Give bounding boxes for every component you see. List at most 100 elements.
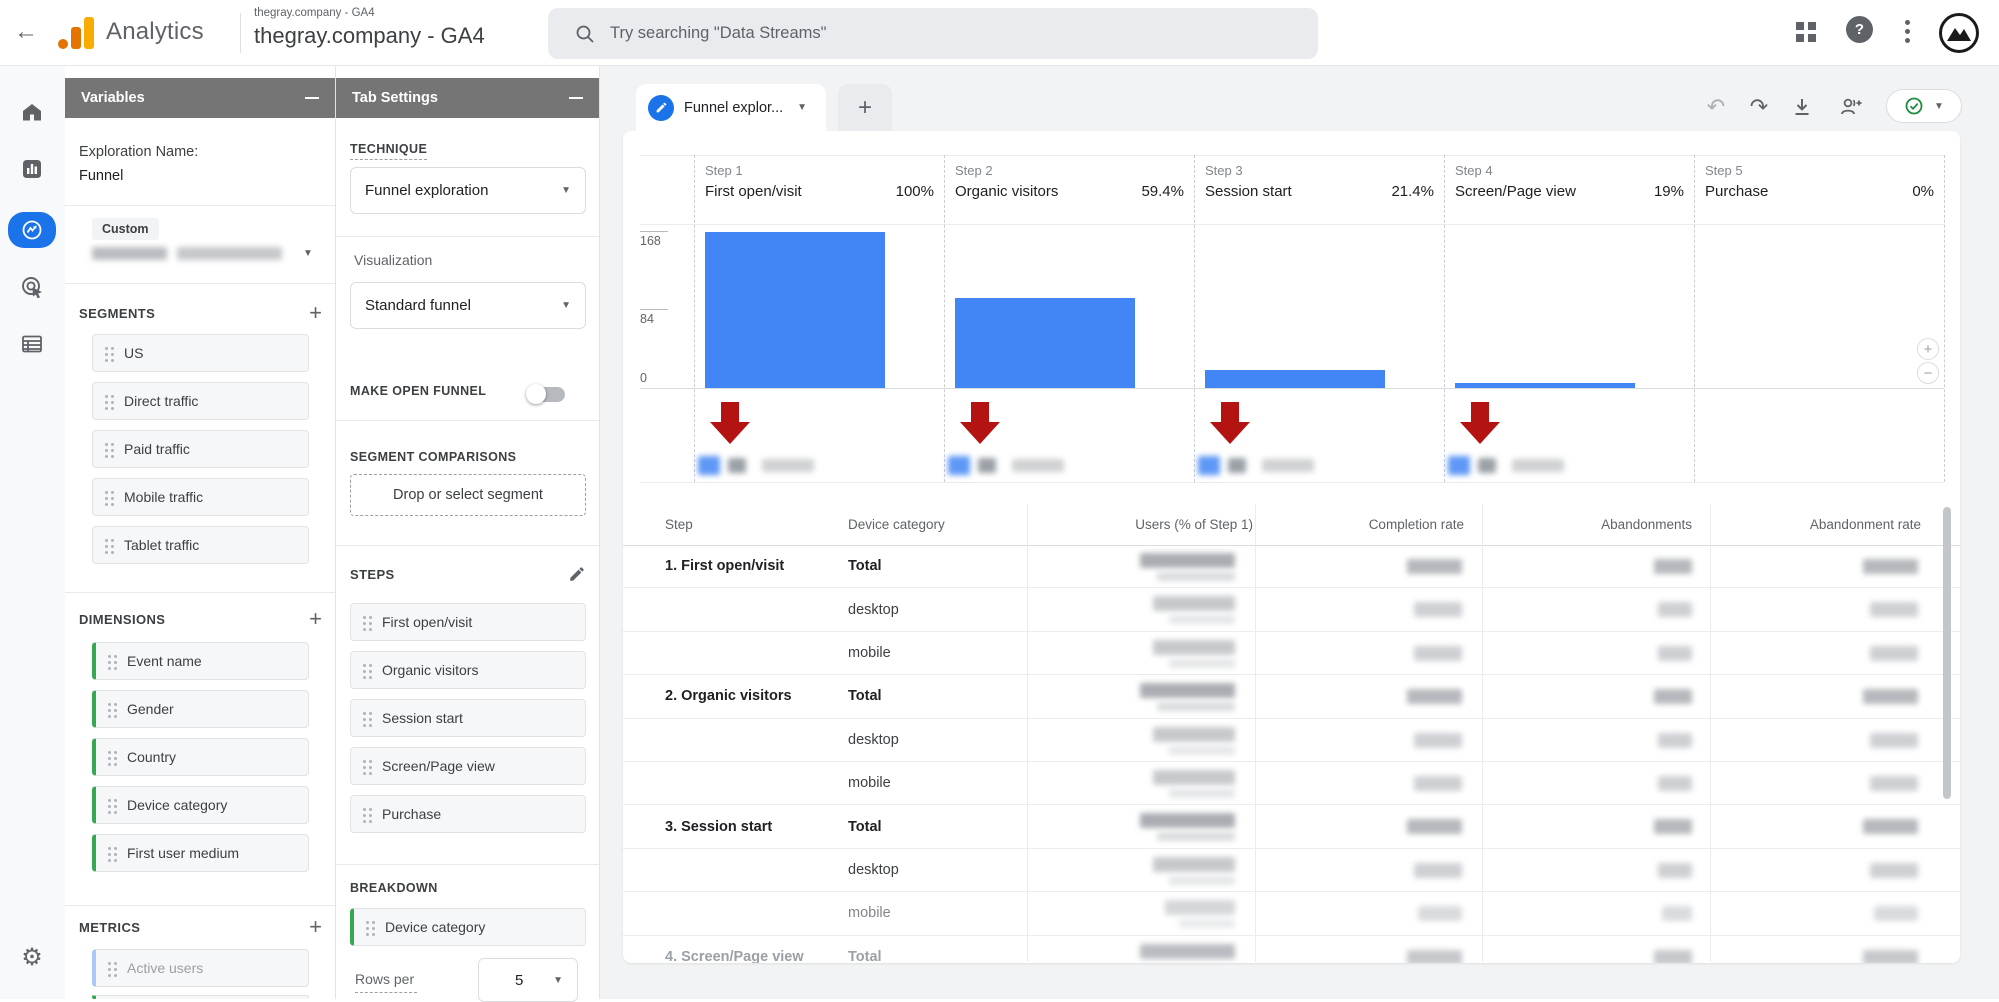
funnel-step-column-2[interactable]: Step 2 Organic visitors 59.4%: [944, 155, 1194, 482]
chevron-down-icon[interactable]: ▼: [797, 102, 808, 113]
drag-handle-icon[interactable]: [108, 798, 111, 802]
drag-handle-icon[interactable]: [105, 538, 108, 542]
visualization-select[interactable]: Standard funnel ▼: [350, 282, 586, 329]
chevron-down-icon[interactable]: ▼: [303, 248, 313, 259]
table-row[interactable]: desktop: [623, 849, 1960, 893]
drag-handle-icon[interactable]: [105, 394, 108, 398]
open-funnel-toggle[interactable]: [526, 384, 565, 404]
col-header-step[interactable]: Step: [665, 517, 693, 532]
col-header-users[interactable]: Users (% of Step 1): [1135, 517, 1253, 532]
explore-icon-active[interactable]: [8, 212, 56, 248]
settings-gear-icon[interactable]: ⚙: [21, 943, 43, 971]
drag-handle-icon[interactable]: [108, 961, 111, 965]
redo-icon[interactable]: ↷: [1749, 94, 1769, 119]
segment-chip[interactable]: Tablet traffic: [92, 526, 309, 564]
drag-handle-icon[interactable]: [363, 807, 366, 811]
drag-handle-icon[interactable]: [108, 702, 111, 706]
drag-handle-icon[interactable]: [105, 442, 108, 446]
add-dimension-button[interactable]: +: [309, 606, 322, 631]
exploration-name-value[interactable]: Funnel: [79, 168, 124, 184]
share-users-icon[interactable]: [1838, 94, 1864, 120]
funnel-step-column-3[interactable]: Step 3 Session start 21.4%: [1194, 155, 1444, 482]
add-metric-button[interactable]: +: [309, 914, 322, 939]
table-row[interactable]: mobile: [623, 762, 1960, 806]
table-row[interactable]: mobile: [623, 892, 1960, 936]
drag-handle-icon[interactable]: [108, 846, 111, 850]
funnel-bar-step1[interactable]: [705, 232, 885, 388]
tab-funnel-exploration[interactable]: Funnel explor... ▼: [636, 84, 826, 131]
search-bar[interactable]: [548, 8, 1318, 59]
library-icon[interactable]: [8, 326, 56, 362]
reports-icon[interactable]: [8, 151, 56, 187]
table-row[interactable]: 3. Session start Total: [623, 805, 1960, 849]
funnel-bar-step2[interactable]: [955, 298, 1135, 388]
breakdown-chip[interactable]: Device category: [350, 908, 586, 946]
apps-grid-icon[interactable]: [1796, 22, 1804, 30]
segment-drop-zone[interactable]: Drop or select segment: [350, 474, 586, 516]
table-row[interactable]: 2. Organic visitors Total: [623, 675, 1960, 719]
funnel-step-column-4[interactable]: Step 4 Screen/Page view 19%: [1444, 155, 1694, 482]
drag-handle-icon[interactable]: [108, 750, 111, 754]
dimension-chip[interactable]: Gender: [92, 690, 309, 728]
minimize-icon[interactable]: [569, 97, 583, 99]
funnel-step-column-1[interactable]: Step 1 First open/visit 100%: [694, 155, 944, 482]
edit-pencil-icon[interactable]: [568, 565, 586, 583]
minimize-icon[interactable]: [305, 97, 319, 99]
drag-handle-icon[interactable]: [363, 615, 366, 619]
col-header-abandonments[interactable]: Abandonments: [1601, 517, 1692, 532]
step-chip[interactable]: Session start: [350, 699, 586, 737]
table-row[interactable]: 4. Screen/Page view Total: [623, 936, 1960, 963]
avatar[interactable]: [1939, 13, 1979, 53]
undo-icon[interactable]: ↶: [1706, 94, 1726, 119]
step-chip[interactable]: Organic visitors: [350, 651, 586, 689]
funnel-bar-step3[interactable]: [1205, 370, 1385, 388]
table-scrollbar[interactable]: [1943, 507, 1951, 799]
advertising-icon[interactable]: [8, 269, 56, 305]
property-title[interactable]: thegray.company - GA4: [254, 23, 485, 48]
dimension-chip[interactable]: Country: [92, 738, 309, 776]
drag-handle-icon[interactable]: [108, 654, 111, 658]
analytics-logo-icon[interactable]: [58, 16, 96, 50]
dimension-chip[interactable]: First user medium: [92, 834, 309, 872]
home-icon[interactable]: [8, 94, 56, 130]
drag-handle-icon[interactable]: [105, 346, 108, 350]
col-header-abandonment-rate[interactable]: Abandonment rate: [1809, 517, 1921, 532]
dimension-chip[interactable]: Device category: [92, 786, 309, 824]
zoom-in-button[interactable]: +: [1917, 338, 1939, 360]
drag-handle-icon[interactable]: [363, 711, 366, 715]
col-header-device-category[interactable]: Device category: [848, 517, 945, 532]
metric-chip-partial[interactable]: [92, 995, 309, 999]
drag-handle-icon[interactable]: [363, 663, 366, 667]
funnel-bar-step4[interactable]: [1455, 383, 1635, 388]
overflow-menu-icon[interactable]: [1905, 20, 1910, 25]
funnel-step-column-5[interactable]: Step 5 Purchase 0%: [1694, 155, 1944, 482]
add-segment-button[interactable]: +: [309, 300, 322, 325]
step-chip[interactable]: Screen/Page view: [350, 747, 586, 785]
rows-per-select[interactable]: 5 ▼: [478, 958, 578, 1002]
technique-select[interactable]: Funnel exploration ▼: [350, 167, 586, 214]
help-icon[interactable]: ?: [1846, 16, 1873, 43]
drag-handle-icon[interactable]: [363, 759, 366, 763]
back-arrow-icon[interactable]: ←: [14, 18, 38, 45]
table-row[interactable]: mobile: [623, 632, 1960, 676]
drag-handle-icon[interactable]: [105, 490, 108, 494]
step-chip[interactable]: First open/visit: [350, 603, 586, 641]
segment-chip[interactable]: US: [92, 334, 309, 372]
add-tab-button[interactable]: +: [838, 84, 892, 131]
search-input[interactable]: [610, 24, 1250, 43]
metric-chip[interactable]: Active users: [92, 949, 309, 987]
zoom-out-button[interactable]: −: [1917, 362, 1939, 384]
table-row[interactable]: desktop: [623, 719, 1960, 762]
download-icon[interactable]: [1789, 94, 1815, 120]
segment-chip[interactable]: Paid traffic: [92, 430, 309, 468]
segment-chip[interactable]: Direct traffic: [92, 382, 309, 420]
step-chip[interactable]: Purchase: [350, 795, 586, 833]
drag-handle-icon[interactable]: [366, 920, 369, 924]
segment-chip[interactable]: Mobile traffic: [92, 478, 309, 516]
status-ok-button[interactable]: ▼: [1886, 89, 1962, 123]
table-row[interactable]: desktop: [623, 588, 1960, 632]
funnel-bar-wrap: [1455, 231, 1635, 388]
table-row[interactable]: 1. First open/visit Total: [623, 545, 1960, 589]
col-header-completion-rate[interactable]: Completion rate: [1368, 517, 1464, 532]
dimension-chip[interactable]: Event name: [92, 642, 309, 680]
